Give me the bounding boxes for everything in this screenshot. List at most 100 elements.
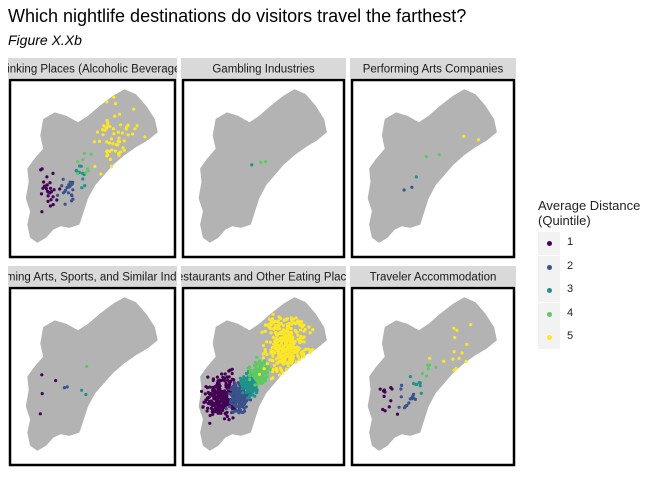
data-point — [308, 331, 312, 335]
data-point — [294, 349, 298, 353]
legend-dot — [546, 264, 552, 270]
data-point — [399, 387, 403, 391]
data-point — [116, 130, 120, 134]
data-point — [454, 367, 458, 371]
facet-panel: Restaurants and Other Eating Places — [169, 266, 359, 467]
legend-label: 2 — [567, 259, 574, 272]
data-point — [238, 408, 242, 412]
legend-dot — [546, 311, 552, 317]
data-point — [133, 127, 137, 131]
data-point — [293, 339, 297, 343]
data-point — [465, 342, 469, 346]
data-point — [263, 329, 267, 333]
data-point — [262, 361, 266, 365]
data-point — [311, 328, 315, 332]
data-point — [424, 154, 428, 159]
data-point — [249, 398, 253, 402]
data-point — [255, 355, 259, 359]
data-point — [211, 412, 215, 416]
legend-item-5: 5 — [538, 326, 608, 350]
data-point — [288, 335, 292, 340]
data-point — [263, 377, 267, 381]
data-point — [425, 374, 429, 378]
data-point — [259, 365, 263, 369]
data-point — [283, 349, 287, 354]
data-point — [268, 358, 272, 362]
facet-strip — [181, 58, 346, 78]
data-point — [256, 381, 260, 386]
data-point — [204, 400, 208, 404]
data-point — [84, 392, 88, 397]
data-point — [113, 149, 118, 153]
data-point — [224, 381, 228, 385]
data-point — [276, 319, 280, 323]
data-point — [306, 347, 310, 351]
data-point — [113, 114, 117, 118]
data-point — [276, 355, 280, 359]
data-point — [39, 168, 43, 172]
data-point — [205, 397, 209, 402]
facet-label: Performing Arts, Sports, and Similar Ind… — [0, 272, 211, 284]
data-point — [289, 361, 293, 365]
data-point — [250, 163, 254, 167]
data-point — [45, 175, 49, 179]
legend-title-line: Average Distance — [538, 198, 641, 213]
data-point — [389, 386, 393, 390]
data-point — [299, 351, 303, 355]
data-point — [280, 348, 284, 352]
data-point — [238, 390, 242, 394]
data-point — [437, 153, 441, 157]
data-point — [102, 124, 106, 128]
data-point — [272, 363, 276, 367]
facet-strip — [350, 266, 516, 286]
data-point — [218, 408, 222, 412]
data-point — [212, 397, 216, 401]
data-point — [105, 118, 109, 122]
data-point — [279, 342, 283, 346]
data-point — [97, 139, 102, 143]
data-point — [109, 137, 113, 141]
data-point — [241, 387, 245, 391]
data-point — [268, 340, 272, 344]
data-point — [228, 368, 232, 372]
data-point — [233, 381, 237, 385]
data-point — [277, 315, 281, 319]
data-point — [232, 378, 236, 382]
data-point — [289, 332, 294, 336]
data-point — [410, 185, 414, 189]
data-point — [279, 368, 283, 372]
data-point — [263, 371, 267, 375]
data-point — [268, 367, 273, 372]
data-point — [63, 202, 67, 206]
data-point — [462, 134, 466, 138]
legend-key — [538, 232, 560, 255]
data-point — [265, 375, 269, 379]
legend-label: 3 — [567, 283, 574, 295]
data-point — [226, 378, 230, 382]
data-point — [65, 385, 69, 389]
data-point — [75, 169, 79, 173]
data-point — [205, 386, 209, 390]
facet-label: Performing Arts Companies — [363, 64, 504, 76]
data-point — [257, 372, 262, 376]
data-point — [46, 199, 50, 203]
data-point — [80, 186, 84, 190]
data-point — [51, 195, 55, 199]
data-point — [215, 406, 219, 410]
page-title: Which nightlife destinations do visitors… — [8, 6, 467, 26]
data-point — [279, 356, 284, 360]
data-point — [252, 368, 256, 372]
legend-key — [538, 302, 560, 326]
data-point — [253, 383, 257, 387]
data-point — [58, 187, 62, 191]
data-point — [411, 392, 416, 396]
data-point — [294, 316, 298, 320]
data-point — [261, 379, 266, 383]
facet-label: Restaurants and Other Eating Places — [169, 272, 359, 284]
city-outline — [367, 297, 497, 451]
data-point — [263, 323, 267, 327]
data-point — [286, 360, 290, 365]
data-point — [247, 394, 252, 398]
page-subtitle: Figure X.Xb — [8, 32, 82, 48]
